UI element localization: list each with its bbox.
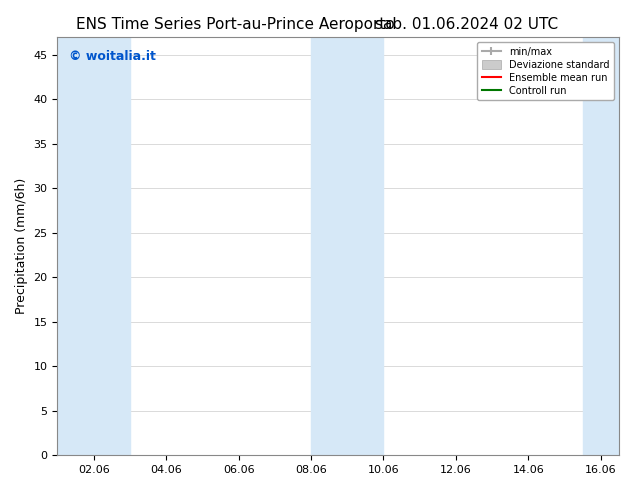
Bar (58, 37, 130, 455)
Text: © woitalia.it: © woitalia.it (68, 49, 155, 63)
Legend: min/max, Deviazione standard, Ensemble mean run, Controll run: min/max, Deviazione standard, Ensemble m… (477, 42, 614, 100)
Text: sab. 01.06.2024 02 UTC: sab. 01.06.2024 02 UTC (375, 17, 558, 32)
Text: ENS Time Series Port-au-Prince Aeroporto: ENS Time Series Port-au-Prince Aeroporto (76, 17, 395, 32)
Bar (583, 37, 619, 455)
Y-axis label: Precipitation (mm/6h): Precipitation (mm/6h) (15, 178, 28, 314)
Bar (311, 37, 384, 455)
